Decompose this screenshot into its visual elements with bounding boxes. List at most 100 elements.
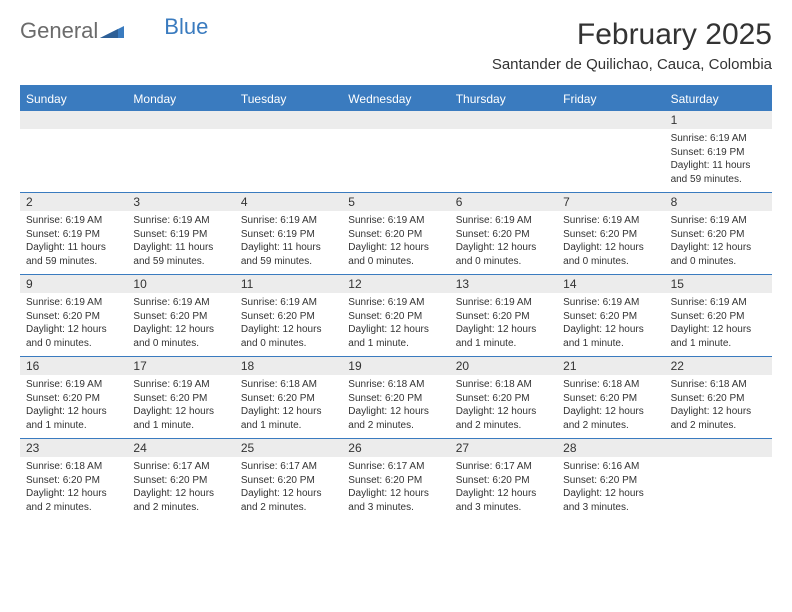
- day-body: Sunrise: 6:19 AMSunset: 6:20 PMDaylight:…: [342, 293, 449, 356]
- day-number: 17: [127, 357, 234, 375]
- day-cell: 28Sunrise: 6:16 AMSunset: 6:20 PMDayligh…: [557, 439, 664, 520]
- day-number: 1: [665, 111, 772, 129]
- day-number: 25: [235, 439, 342, 457]
- day-number: 24: [127, 439, 234, 457]
- day-cell: 3Sunrise: 6:19 AMSunset: 6:19 PMDaylight…: [127, 193, 234, 274]
- day-cell: 12Sunrise: 6:19 AMSunset: 6:20 PMDayligh…: [342, 275, 449, 356]
- daylight-text: Daylight: 12 hours and 1 minute.: [456, 323, 551, 350]
- location-text: Santander de Quilichao, Cauca, Colombia: [492, 56, 772, 73]
- daylight-text: Daylight: 12 hours and 0 minutes.: [563, 241, 658, 268]
- sunset-text: Sunset: 6:20 PM: [133, 310, 228, 324]
- daylight-text: Daylight: 12 hours and 0 minutes.: [348, 241, 443, 268]
- week-row: 23Sunrise: 6:18 AMSunset: 6:20 PMDayligh…: [20, 439, 772, 520]
- sunrise-text: Sunrise: 6:19 AM: [133, 214, 228, 228]
- month-title: February 2025: [492, 18, 772, 52]
- header: General Blue February 2025 Santander de …: [20, 18, 772, 73]
- weekday-label: Friday: [557, 87, 664, 111]
- day-cell: 11Sunrise: 6:19 AMSunset: 6:20 PMDayligh…: [235, 275, 342, 356]
- sunset-text: Sunset: 6:20 PM: [348, 474, 443, 488]
- day-body: Sunrise: 6:19 AMSunset: 6:19 PMDaylight:…: [20, 211, 127, 274]
- sunrise-text: Sunrise: 6:17 AM: [456, 460, 551, 474]
- logo-triangle-icon: [100, 18, 124, 44]
- logo-text-general: General: [20, 18, 98, 44]
- day-number: 20: [450, 357, 557, 375]
- sunset-text: Sunset: 6:20 PM: [348, 392, 443, 406]
- day-cell: 23Sunrise: 6:18 AMSunset: 6:20 PMDayligh…: [20, 439, 127, 520]
- day-number: 19: [342, 357, 449, 375]
- daylight-text: Daylight: 12 hours and 3 minutes.: [348, 487, 443, 514]
- day-number: [342, 111, 449, 129]
- day-cell: 22Sunrise: 6:18 AMSunset: 6:20 PMDayligh…: [665, 357, 772, 438]
- sunrise-text: Sunrise: 6:19 AM: [348, 214, 443, 228]
- day-number: 9: [20, 275, 127, 293]
- day-body: Sunrise: 6:19 AMSunset: 6:20 PMDaylight:…: [127, 293, 234, 356]
- sunset-text: Sunset: 6:20 PM: [348, 310, 443, 324]
- day-body: [665, 457, 772, 466]
- daylight-text: Daylight: 11 hours and 59 minutes.: [671, 159, 766, 186]
- day-body: [557, 129, 664, 138]
- day-number: 3: [127, 193, 234, 211]
- sunrise-text: Sunrise: 6:19 AM: [671, 214, 766, 228]
- daylight-text: Daylight: 12 hours and 2 minutes.: [563, 405, 658, 432]
- daylight-text: Daylight: 12 hours and 1 minute.: [563, 323, 658, 350]
- day-number: 2: [20, 193, 127, 211]
- sunset-text: Sunset: 6:20 PM: [456, 392, 551, 406]
- sunrise-text: Sunrise: 6:19 AM: [563, 296, 658, 310]
- day-cell: 1Sunrise: 6:19 AMSunset: 6:19 PMDaylight…: [665, 111, 772, 192]
- sunrise-text: Sunrise: 6:17 AM: [241, 460, 336, 474]
- sunset-text: Sunset: 6:20 PM: [563, 310, 658, 324]
- day-cell: 9Sunrise: 6:19 AMSunset: 6:20 PMDaylight…: [20, 275, 127, 356]
- day-number: [127, 111, 234, 129]
- day-body: Sunrise: 6:19 AMSunset: 6:20 PMDaylight:…: [450, 293, 557, 356]
- day-body: [20, 129, 127, 138]
- daylight-text: Daylight: 12 hours and 3 minutes.: [563, 487, 658, 514]
- weekday-label: Saturday: [665, 87, 772, 111]
- sunrise-text: Sunrise: 6:19 AM: [26, 296, 121, 310]
- day-number: 15: [665, 275, 772, 293]
- day-number: 18: [235, 357, 342, 375]
- day-body: Sunrise: 6:19 AMSunset: 6:20 PMDaylight:…: [450, 211, 557, 274]
- sunrise-text: Sunrise: 6:18 AM: [563, 378, 658, 392]
- day-number: 28: [557, 439, 664, 457]
- day-cell: 14Sunrise: 6:19 AMSunset: 6:20 PMDayligh…: [557, 275, 664, 356]
- weekday-header-row: Sunday Monday Tuesday Wednesday Thursday…: [20, 87, 772, 111]
- daylight-text: Daylight: 12 hours and 1 minute.: [26, 405, 121, 432]
- weekday-label: Monday: [127, 87, 234, 111]
- day-cell: [450, 111, 557, 192]
- daylight-text: Daylight: 12 hours and 0 minutes.: [26, 323, 121, 350]
- sunset-text: Sunset: 6:19 PM: [241, 228, 336, 242]
- day-body: Sunrise: 6:18 AMSunset: 6:20 PMDaylight:…: [342, 375, 449, 438]
- sunrise-text: Sunrise: 6:16 AM: [563, 460, 658, 474]
- sunset-text: Sunset: 6:20 PM: [563, 392, 658, 406]
- sunrise-text: Sunrise: 6:17 AM: [348, 460, 443, 474]
- sunset-text: Sunset: 6:20 PM: [241, 392, 336, 406]
- daylight-text: Daylight: 12 hours and 0 minutes.: [241, 323, 336, 350]
- day-body: Sunrise: 6:19 AMSunset: 6:20 PMDaylight:…: [20, 375, 127, 438]
- sunset-text: Sunset: 6:19 PM: [133, 228, 228, 242]
- day-number: [450, 111, 557, 129]
- day-cell: 10Sunrise: 6:19 AMSunset: 6:20 PMDayligh…: [127, 275, 234, 356]
- sunrise-text: Sunrise: 6:19 AM: [456, 214, 551, 228]
- day-number: 8: [665, 193, 772, 211]
- day-body: Sunrise: 6:16 AMSunset: 6:20 PMDaylight:…: [557, 457, 664, 520]
- sunrise-text: Sunrise: 6:19 AM: [348, 296, 443, 310]
- sunset-text: Sunset: 6:20 PM: [671, 392, 766, 406]
- daylight-text: Daylight: 12 hours and 2 minutes.: [133, 487, 228, 514]
- sunrise-text: Sunrise: 6:19 AM: [26, 378, 121, 392]
- day-cell: 27Sunrise: 6:17 AMSunset: 6:20 PMDayligh…: [450, 439, 557, 520]
- sunset-text: Sunset: 6:20 PM: [348, 228, 443, 242]
- day-cell: [665, 439, 772, 520]
- daylight-text: Daylight: 12 hours and 1 minute.: [671, 323, 766, 350]
- day-body: Sunrise: 6:19 AMSunset: 6:20 PMDaylight:…: [557, 211, 664, 274]
- daylight-text: Daylight: 12 hours and 2 minutes.: [671, 405, 766, 432]
- day-number: 14: [557, 275, 664, 293]
- sunset-text: Sunset: 6:19 PM: [26, 228, 121, 242]
- day-body: Sunrise: 6:19 AMSunset: 6:20 PMDaylight:…: [557, 293, 664, 356]
- daylight-text: Daylight: 11 hours and 59 minutes.: [241, 241, 336, 268]
- day-cell: 19Sunrise: 6:18 AMSunset: 6:20 PMDayligh…: [342, 357, 449, 438]
- day-body: Sunrise: 6:19 AMSunset: 6:20 PMDaylight:…: [235, 293, 342, 356]
- sunrise-text: Sunrise: 6:18 AM: [456, 378, 551, 392]
- sunset-text: Sunset: 6:20 PM: [456, 228, 551, 242]
- daylight-text: Daylight: 12 hours and 3 minutes.: [456, 487, 551, 514]
- day-body: Sunrise: 6:19 AMSunset: 6:20 PMDaylight:…: [665, 211, 772, 274]
